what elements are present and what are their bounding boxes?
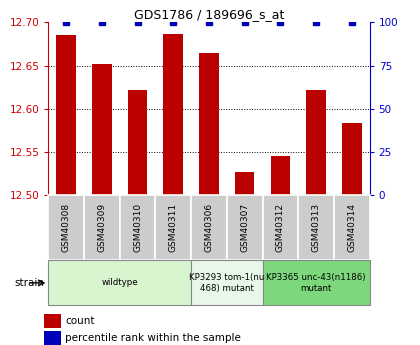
Bar [163,33,183,195]
Bar [298,195,334,260]
Text: KP3365 unc-43(n1186)
mutant: KP3365 unc-43(n1186) mutant [266,273,366,293]
Text: GSM40309: GSM40309 [97,203,106,252]
Title: GDS1786 / 189696_s_at: GDS1786 / 189696_s_at [134,8,284,21]
Bar [306,90,326,195]
Text: percentile rank within the sample: percentile rank within the sample [65,333,241,343]
Bar [155,195,191,260]
Bar [191,260,262,305]
Bar [227,195,262,260]
Bar [48,195,84,260]
Bar [270,156,290,195]
Text: strain: strain [14,278,44,288]
Bar [128,90,147,195]
Text: GSM40307: GSM40307 [240,203,249,252]
Bar [191,195,227,260]
Text: count: count [65,316,94,326]
Bar [199,52,219,195]
Text: GSM40311: GSM40311 [169,203,178,252]
Bar [334,195,370,260]
Text: GSM40312: GSM40312 [276,203,285,252]
Text: GSM40314: GSM40314 [347,203,356,252]
Text: KP3293 tom-1(nu
468) mutant: KP3293 tom-1(nu 468) mutant [189,273,265,293]
Bar [84,195,120,260]
Bar [56,35,76,195]
Bar [48,260,191,305]
Text: GSM40310: GSM40310 [133,203,142,252]
Bar [342,123,362,195]
Bar [120,195,155,260]
Text: GSM40306: GSM40306 [205,203,213,252]
Bar [92,64,112,195]
Text: wildtype: wildtype [101,278,138,287]
Bar [262,260,370,305]
Text: GSM40313: GSM40313 [312,203,320,252]
Bar [262,195,298,260]
Bar [235,171,255,195]
Text: GSM40308: GSM40308 [62,203,71,252]
